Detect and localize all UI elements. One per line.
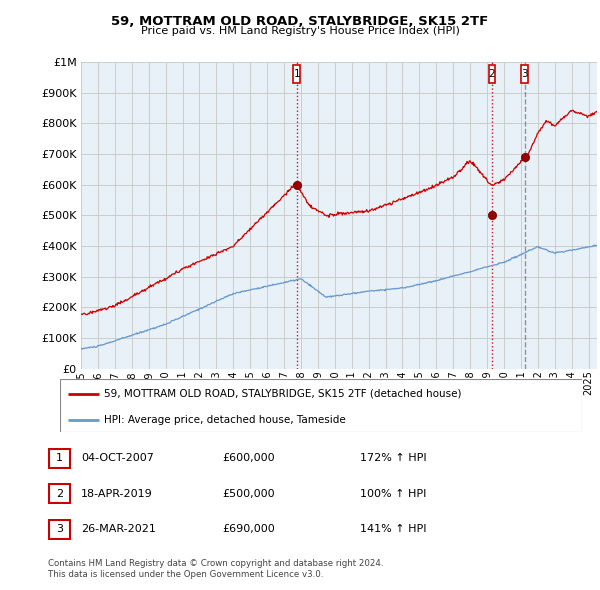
Text: 172% ↑ HPI: 172% ↑ HPI bbox=[360, 454, 427, 463]
Text: 1: 1 bbox=[293, 69, 300, 79]
FancyBboxPatch shape bbox=[49, 484, 70, 503]
Text: 04-OCT-2007: 04-OCT-2007 bbox=[81, 454, 154, 463]
Text: Price paid vs. HM Land Registry's House Price Index (HPI): Price paid vs. HM Land Registry's House … bbox=[140, 26, 460, 36]
Text: HPI: Average price, detached house, Tameside: HPI: Average price, detached house, Tame… bbox=[104, 415, 346, 425]
Text: 2: 2 bbox=[56, 489, 63, 499]
FancyBboxPatch shape bbox=[60, 379, 582, 432]
Text: £500,000: £500,000 bbox=[222, 489, 275, 499]
Text: 1: 1 bbox=[56, 454, 63, 463]
FancyBboxPatch shape bbox=[488, 65, 496, 83]
Text: 100% ↑ HPI: 100% ↑ HPI bbox=[360, 489, 427, 499]
Text: 18-APR-2019: 18-APR-2019 bbox=[81, 489, 153, 499]
Text: This data is licensed under the Open Government Licence v3.0.: This data is licensed under the Open Gov… bbox=[48, 570, 323, 579]
Text: 59, MOTTRAM OLD ROAD, STALYBRIDGE, SK15 2TF (detached house): 59, MOTTRAM OLD ROAD, STALYBRIDGE, SK15 … bbox=[104, 389, 462, 399]
Text: 59, MOTTRAM OLD ROAD, STALYBRIDGE, SK15 2TF: 59, MOTTRAM OLD ROAD, STALYBRIDGE, SK15 … bbox=[112, 15, 488, 28]
Text: 141% ↑ HPI: 141% ↑ HPI bbox=[360, 525, 427, 534]
FancyBboxPatch shape bbox=[49, 520, 70, 539]
Text: 3: 3 bbox=[56, 525, 63, 534]
Text: £690,000: £690,000 bbox=[222, 525, 275, 534]
Text: Contains HM Land Registry data © Crown copyright and database right 2024.: Contains HM Land Registry data © Crown c… bbox=[48, 559, 383, 568]
FancyBboxPatch shape bbox=[49, 449, 70, 468]
Text: 2: 2 bbox=[488, 69, 495, 79]
Text: 26-MAR-2021: 26-MAR-2021 bbox=[81, 525, 156, 534]
Text: 3: 3 bbox=[521, 69, 528, 79]
FancyBboxPatch shape bbox=[293, 65, 300, 83]
FancyBboxPatch shape bbox=[521, 65, 528, 83]
Text: £600,000: £600,000 bbox=[222, 454, 275, 463]
